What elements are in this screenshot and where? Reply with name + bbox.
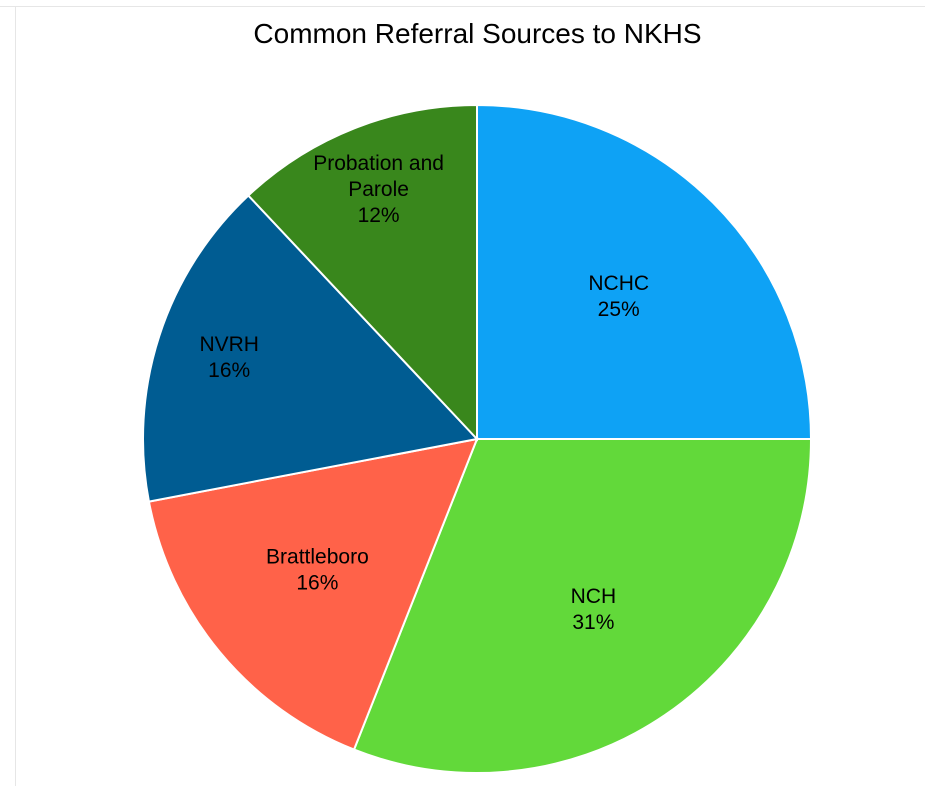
slice-label-group-probation-and-parole: Probation and Parole 12% [313, 152, 444, 227]
slice-value-label: 31% [572, 611, 614, 634]
slice-value-label: 16% [208, 359, 250, 382]
slice-value-label: 12% [358, 204, 400, 227]
chart-title: Common Referral Sources to NKHS [253, 18, 702, 49]
slice-label-group-nch: NCH 31% [571, 585, 617, 634]
slice-category-label: NCHC [588, 272, 649, 295]
slice-category-label: NCH [571, 585, 617, 608]
slice-label-group-nvrh: NVRH 16% [199, 333, 259, 382]
pie-slice-probation-and-parole [246, 103, 478, 442]
frame-left-border [15, 6, 16, 786]
slice-category-label: NVRH [199, 333, 259, 356]
pie-slice-brattleboro [147, 437, 479, 751]
slice-category-label: Brattleboro [266, 546, 369, 569]
pie-slice-nchc [476, 103, 813, 440]
slice-category-label: Parole [348, 178, 409, 201]
slice-value-label: 25% [598, 298, 640, 321]
frame-top-border [0, 6, 925, 7]
pie-slice-nvrh [142, 194, 479, 503]
slice-category-label: Probation and [313, 152, 444, 175]
slice-label-group-nchc: NCHC 25% [588, 272, 649, 321]
slice-value-label: 16% [296, 572, 338, 595]
slice-label-group-brattleboro: Brattleboro 16% [266, 546, 369, 595]
pie-slice-nch [352, 438, 813, 774]
